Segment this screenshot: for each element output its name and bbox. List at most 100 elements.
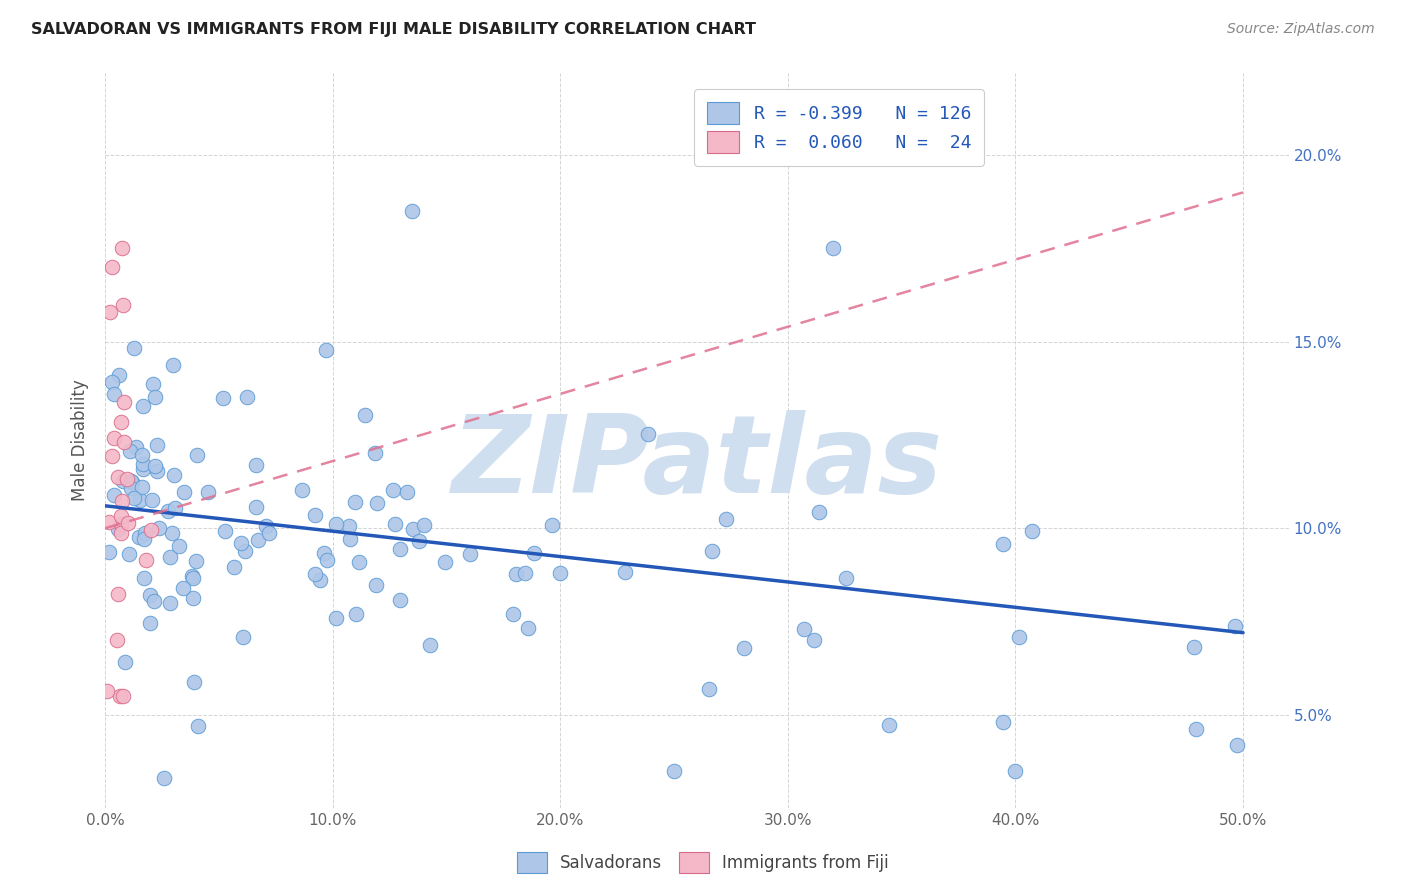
Point bbox=[793, 622, 815, 636]
Point bbox=[245, 500, 267, 514]
Point bbox=[458, 547, 481, 561]
Point bbox=[98, 305, 121, 319]
Point bbox=[107, 469, 129, 483]
Point bbox=[146, 438, 169, 452]
Point bbox=[312, 546, 335, 560]
Point bbox=[172, 582, 194, 596]
Point bbox=[111, 241, 134, 255]
Point bbox=[183, 675, 205, 690]
Point bbox=[135, 552, 157, 566]
Point bbox=[419, 638, 441, 652]
Point bbox=[1021, 524, 1043, 538]
Point bbox=[114, 655, 136, 669]
Point bbox=[388, 541, 411, 556]
Point bbox=[97, 515, 120, 529]
Y-axis label: Male Disability: Male Disability bbox=[72, 380, 89, 501]
Point bbox=[152, 771, 174, 785]
Point bbox=[245, 458, 267, 472]
Point bbox=[247, 533, 270, 548]
Point bbox=[540, 518, 562, 533]
Point bbox=[141, 523, 163, 537]
Point bbox=[125, 440, 148, 454]
Point bbox=[132, 571, 155, 585]
Point bbox=[143, 594, 166, 608]
Point bbox=[110, 517, 132, 532]
Point bbox=[159, 596, 181, 610]
Point bbox=[309, 573, 332, 587]
Point bbox=[142, 377, 165, 392]
Point bbox=[662, 764, 685, 778]
Point bbox=[366, 578, 388, 592]
Point bbox=[807, 505, 830, 519]
Point bbox=[346, 607, 368, 621]
Point bbox=[122, 341, 145, 355]
Point bbox=[187, 719, 209, 733]
Point bbox=[103, 431, 125, 445]
Point bbox=[339, 533, 361, 547]
Point bbox=[110, 526, 132, 541]
Point bbox=[733, 641, 755, 656]
Point bbox=[159, 549, 181, 564]
Point bbox=[803, 632, 825, 647]
Point bbox=[181, 569, 204, 583]
Legend: R = -0.399   N = 126, R =  0.060   N =  24: R = -0.399 N = 126, R = 0.060 N = 24 bbox=[695, 89, 984, 166]
Point bbox=[211, 391, 233, 405]
Point bbox=[523, 546, 546, 560]
Point bbox=[349, 555, 371, 569]
Point bbox=[186, 448, 208, 462]
Point bbox=[134, 525, 156, 540]
Point bbox=[115, 472, 138, 486]
Point bbox=[505, 567, 527, 582]
Point bbox=[517, 621, 540, 635]
Point bbox=[823, 241, 845, 255]
Point bbox=[122, 491, 145, 505]
Point bbox=[408, 534, 430, 549]
Point bbox=[111, 298, 134, 312]
Point bbox=[111, 494, 134, 508]
Point bbox=[128, 492, 150, 507]
Point bbox=[165, 500, 187, 515]
Point bbox=[697, 682, 720, 697]
Point bbox=[143, 458, 166, 473]
Point bbox=[184, 554, 207, 568]
Point bbox=[993, 715, 1015, 730]
Point bbox=[107, 587, 129, 601]
Point bbox=[139, 588, 162, 602]
Point bbox=[132, 462, 155, 476]
Point bbox=[515, 566, 537, 580]
Point bbox=[128, 530, 150, 544]
Point bbox=[232, 630, 254, 644]
Point bbox=[167, 539, 190, 553]
Point bbox=[111, 475, 134, 489]
Point bbox=[325, 610, 347, 624]
Point bbox=[877, 717, 900, 731]
Point bbox=[388, 592, 411, 607]
Point bbox=[325, 516, 347, 531]
Point bbox=[716, 511, 738, 525]
Point bbox=[132, 533, 155, 547]
Point bbox=[502, 607, 524, 621]
Point bbox=[120, 481, 142, 495]
Text: ZIPatlas: ZIPatlas bbox=[451, 409, 942, 516]
Point bbox=[224, 559, 246, 574]
Point bbox=[1008, 631, 1031, 645]
Point bbox=[120, 475, 142, 489]
Point bbox=[344, 494, 367, 508]
Point bbox=[548, 566, 571, 581]
Point bbox=[291, 483, 314, 498]
Point bbox=[132, 399, 155, 413]
Point bbox=[1004, 764, 1026, 778]
Point bbox=[103, 488, 125, 502]
Point bbox=[98, 544, 121, 558]
Point bbox=[103, 386, 125, 401]
Point bbox=[233, 543, 256, 558]
Point bbox=[157, 504, 180, 518]
Point bbox=[160, 525, 183, 540]
Point bbox=[101, 449, 124, 463]
Point bbox=[108, 689, 131, 703]
Point bbox=[257, 526, 280, 541]
Point bbox=[145, 390, 167, 404]
Point bbox=[229, 536, 252, 550]
Point bbox=[337, 519, 360, 533]
Point bbox=[700, 543, 723, 558]
